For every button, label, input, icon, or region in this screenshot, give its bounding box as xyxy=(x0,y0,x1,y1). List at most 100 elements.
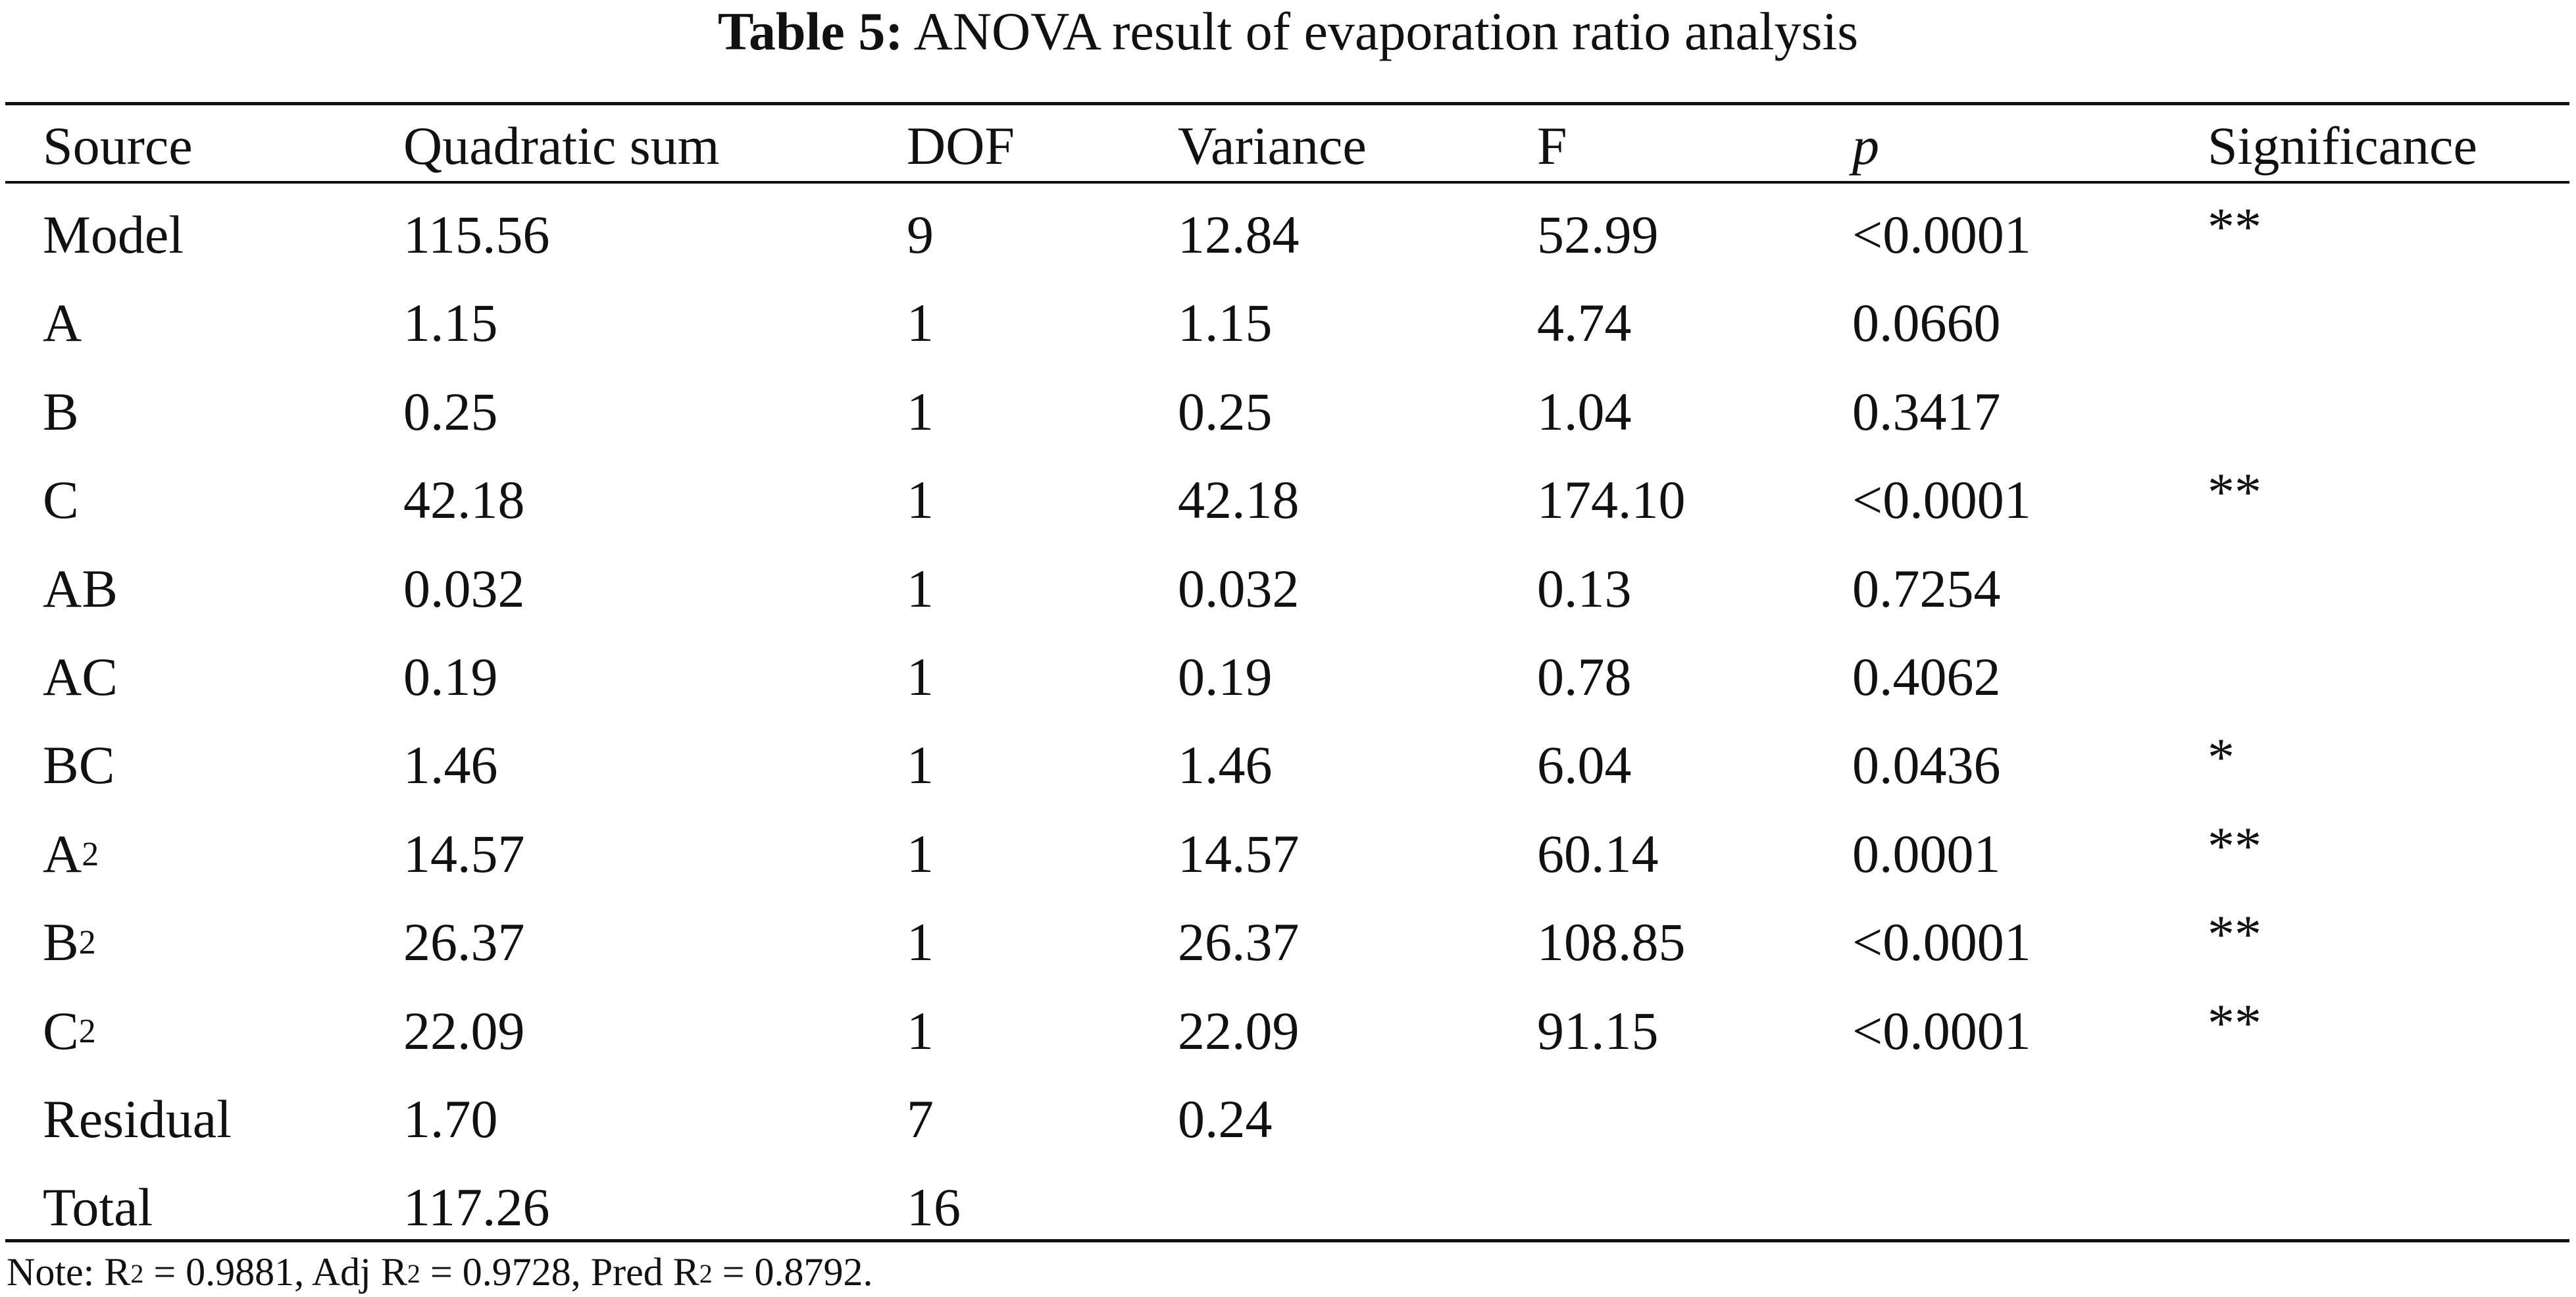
cell-source: AC xyxy=(43,644,118,710)
cell-dof: 1 xyxy=(907,293,934,353)
source-label: A xyxy=(43,824,82,884)
column-header-source: Source xyxy=(43,116,193,176)
source-label: A xyxy=(43,293,82,353)
cell-dof: 1 xyxy=(907,382,934,442)
cell-p: 0.4062 xyxy=(1852,647,2001,707)
caption-text: ANOVA result of evaporation ratio analys… xyxy=(913,1,1859,61)
cell-variance: 14.57 xyxy=(1178,824,1300,884)
header-rule xyxy=(5,181,2569,184)
source-label: B xyxy=(43,912,79,972)
cell-variance: 0.25 xyxy=(1178,382,1273,442)
source-label: Model xyxy=(43,205,184,265)
cell-source: Model xyxy=(43,202,184,268)
cell-dof: 7 xyxy=(907,1089,934,1149)
cell-f: 6.04 xyxy=(1537,735,1632,795)
cell-quadratic-sum: 42.18 xyxy=(403,470,525,530)
cell-variance: 0.24 xyxy=(1178,1089,1273,1149)
cell-variance: 26.37 xyxy=(1178,912,1300,972)
cell-quadratic-sum: 0.19 xyxy=(403,647,498,707)
column-header-dof: DOF xyxy=(907,116,1015,176)
cell-f: 60.14 xyxy=(1537,824,1659,884)
cell-dof: 1 xyxy=(907,735,934,795)
source-label: Total xyxy=(43,1177,153,1237)
cell-quadratic-sum: 0.25 xyxy=(403,382,498,442)
cell-quadratic-sum: 1.46 xyxy=(403,735,498,795)
cell-variance: 1.46 xyxy=(1178,735,1273,795)
source-superscript: 2 xyxy=(78,1013,96,1050)
cell-significance: ** xyxy=(2208,462,2261,522)
cell-quadratic-sum: 115.56 xyxy=(403,205,550,265)
cell-variance: 0.032 xyxy=(1178,559,1300,619)
adj-r2-superscript: 2 xyxy=(407,1259,420,1288)
cell-significance: ** xyxy=(2208,993,2261,1053)
cell-dof: 1 xyxy=(907,559,934,619)
cell-significance: * xyxy=(2208,727,2235,787)
cell-source: Total xyxy=(43,1175,153,1240)
cell-p: <0.0001 xyxy=(1852,912,2031,972)
cell-quadratic-sum: 22.09 xyxy=(403,1001,525,1061)
source-label: AB xyxy=(43,559,118,619)
top-rule xyxy=(5,102,2569,105)
cell-f: 1.04 xyxy=(1537,382,1632,442)
caption-label: Table 5: xyxy=(717,1,903,61)
cell-f: 0.78 xyxy=(1537,647,1632,707)
cell-dof: 1 xyxy=(907,1001,934,1061)
cell-variance: 22.09 xyxy=(1178,1001,1300,1061)
table-note: Note: R2 = 0.9881, Adj R2 = 0.9728, Pred… xyxy=(7,1247,873,1297)
cell-dof: 16 xyxy=(907,1177,961,1237)
cell-quadratic-sum: 0.032 xyxy=(403,559,525,619)
note-adj-value: = 0.9728, Pred R xyxy=(420,1250,699,1294)
cell-source: C xyxy=(43,467,79,533)
cell-f: 174.10 xyxy=(1537,470,1686,530)
cell-source: Residual xyxy=(43,1086,232,1152)
source-label: BC xyxy=(43,735,115,795)
cell-source: A xyxy=(43,290,82,356)
cell-variance: 42.18 xyxy=(1178,470,1300,530)
cell-dof: 9 xyxy=(907,205,934,265)
cell-source: B2 xyxy=(43,909,96,975)
note-prefix: Note: R xyxy=(7,1250,131,1294)
cell-variance: 0.19 xyxy=(1178,647,1273,707)
cell-source: AB xyxy=(43,556,118,622)
source-label: C xyxy=(43,1001,79,1061)
cell-f: 108.85 xyxy=(1537,912,1686,972)
bottom-rule xyxy=(5,1239,2569,1242)
cell-quadratic-sum: 26.37 xyxy=(403,912,525,972)
cell-source: BC xyxy=(43,732,114,798)
cell-p: 0.7254 xyxy=(1852,559,2001,619)
column-header-f: F xyxy=(1537,116,1567,176)
source-label: AC xyxy=(43,647,118,707)
column-header-significance: Significance xyxy=(2208,116,2477,176)
cell-quadratic-sum: 14.57 xyxy=(403,824,525,884)
cell-p: <0.0001 xyxy=(1852,205,2031,265)
column-header-quadratic-sum: Quadratic sum xyxy=(403,116,720,176)
column-header-variance: Variance xyxy=(1178,116,1367,176)
source-label: B xyxy=(43,382,79,442)
source-label: Residual xyxy=(43,1089,232,1149)
cell-quadratic-sum: 1.70 xyxy=(403,1089,498,1149)
cell-quadratic-sum: 1.15 xyxy=(403,293,498,353)
cell-quadratic-sum: 117.26 xyxy=(403,1177,550,1237)
cell-f: 0.13 xyxy=(1537,559,1632,619)
cell-dof: 1 xyxy=(907,912,934,972)
cell-significance: ** xyxy=(2208,197,2261,257)
column-header-p: p xyxy=(1852,116,1879,176)
cell-variance: 1.15 xyxy=(1178,293,1273,353)
cell-p: 0.3417 xyxy=(1852,382,2001,442)
cell-significance: ** xyxy=(2208,904,2261,964)
cell-f: 4.74 xyxy=(1537,293,1632,353)
source-superscript: 2 xyxy=(82,836,99,873)
cell-dof: 1 xyxy=(907,824,934,884)
cell-dof: 1 xyxy=(907,470,934,530)
source-label: C xyxy=(43,470,79,530)
r2-superscript: 2 xyxy=(130,1259,144,1288)
note-r2-value: = 0.9881, Adj R xyxy=(143,1250,407,1294)
pred-r2-superscript: 2 xyxy=(699,1259,713,1288)
cell-p: 0.0436 xyxy=(1852,735,2001,795)
note-pred-value: = 0.8792. xyxy=(712,1250,873,1294)
cell-p: <0.0001 xyxy=(1852,470,2031,530)
cell-source: B xyxy=(43,379,79,445)
cell-dof: 1 xyxy=(907,647,934,707)
cell-significance: ** xyxy=(2208,816,2261,876)
table-caption: Table 5: ANOVA result of evaporation rat… xyxy=(0,0,2576,63)
